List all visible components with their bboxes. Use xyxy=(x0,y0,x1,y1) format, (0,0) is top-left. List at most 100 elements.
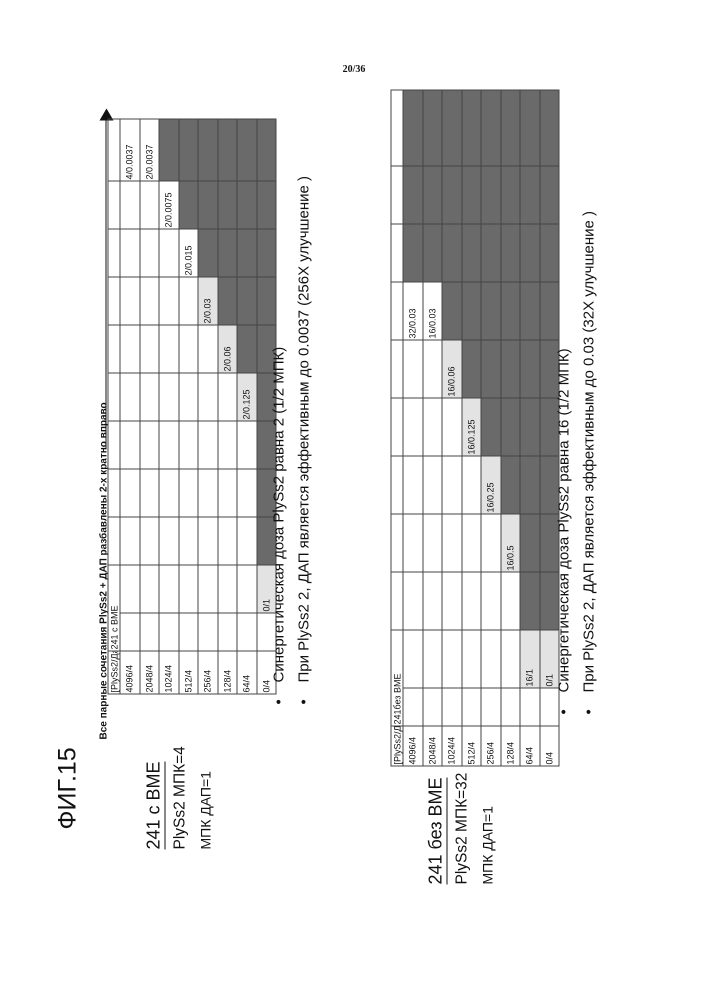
grid-cell xyxy=(462,688,482,726)
grid-cell xyxy=(423,630,443,688)
grid-cell xyxy=(501,398,521,456)
grid-cell xyxy=(481,340,501,398)
grid-cell xyxy=(198,469,218,517)
grid-cell xyxy=(120,469,140,517)
grid-cell xyxy=(520,90,540,166)
arrow-line xyxy=(106,117,107,450)
grid-cell xyxy=(120,613,140,651)
grid-cell xyxy=(442,90,462,166)
grid-cell xyxy=(462,630,482,688)
grid-cell xyxy=(481,688,501,726)
row-label: 256/4 xyxy=(481,726,501,766)
grid-cell xyxy=(481,514,501,572)
panel2-bullet-1: •Синергетическая доза PlySs2 равна 16 (1… xyxy=(556,348,573,714)
grid-cell xyxy=(198,181,218,229)
grid-cell xyxy=(423,340,443,398)
grid-cell xyxy=(442,572,462,630)
panel2-label-line2: МПК ДАП=1 xyxy=(480,806,496,884)
grid-cell xyxy=(120,517,140,565)
row-label: 256/4 xyxy=(198,651,218,694)
grid-cell xyxy=(481,90,501,166)
grid-cell xyxy=(198,325,218,373)
grid-cell xyxy=(257,229,277,277)
grid-cell xyxy=(159,421,179,469)
grid-cell xyxy=(179,181,199,229)
grid-cell xyxy=(140,181,160,229)
grid-cell xyxy=(520,166,540,224)
value-cell: 2/0.06 xyxy=(218,325,238,373)
value-cell: 32/0.03 xyxy=(403,282,423,340)
panel1-label-line1: PlySs2 МПК=4 xyxy=(172,746,190,849)
grid-cell xyxy=(140,421,160,469)
grid-cell xyxy=(540,224,560,282)
figure-title: ФИГ.15 xyxy=(54,747,83,829)
row-label: 4096/4 xyxy=(403,726,423,766)
grid-cell xyxy=(442,456,462,514)
row-label: 64/4 xyxy=(520,726,540,766)
grid-cell xyxy=(179,517,199,565)
grid-cell xyxy=(140,565,160,613)
bullet-icon: • xyxy=(556,693,573,715)
grid-cell xyxy=(403,340,423,398)
grid-cell xyxy=(423,688,443,726)
value-cell: 2/0.125 xyxy=(237,373,257,421)
grid-cell xyxy=(403,456,423,514)
grid-cell xyxy=(520,282,540,340)
panel2-bullet-2: •При PlySs2 2, ДАП является эффективным … xyxy=(581,211,598,715)
grid-cell xyxy=(179,325,199,373)
grid-cell xyxy=(218,421,238,469)
row-label: 0/4 xyxy=(540,726,560,766)
rotated-figure: ФИГ.15 Все парные сочетания PlySs2 + ДАП… xyxy=(0,5,705,1005)
grid-cell xyxy=(218,229,238,277)
grid-cell xyxy=(520,398,540,456)
grid-cell xyxy=(179,613,199,651)
grid-cell xyxy=(442,166,462,224)
grid-cell xyxy=(403,166,423,224)
grid-cell xyxy=(423,572,443,630)
grid-cell xyxy=(120,373,140,421)
panel1-bullet-1: •Синергетическая доза PlySs2 равна 2 (1/… xyxy=(271,347,288,705)
panel1-label-line2: МПК ДАП=1 xyxy=(198,771,214,849)
grid-cell xyxy=(159,229,179,277)
grid-cell xyxy=(462,166,482,224)
grid-cell xyxy=(237,565,257,613)
grid-cell xyxy=(218,565,238,613)
grid-cell xyxy=(403,688,423,726)
row-label: 2048/4 xyxy=(423,726,443,766)
grid-cell xyxy=(120,421,140,469)
grid-cell xyxy=(159,565,179,613)
bullet-icon: • xyxy=(271,683,288,705)
row-label: 2048/4 xyxy=(140,651,160,694)
value-cell: 2/0.015 xyxy=(179,229,199,277)
grid-cell xyxy=(159,325,179,373)
value-cell: 2/0.03 xyxy=(198,277,218,325)
grid-cell xyxy=(403,398,423,456)
bullet-icon: • xyxy=(581,693,598,715)
grid-cell xyxy=(159,119,179,181)
grid-cell xyxy=(198,613,218,651)
grid-cell xyxy=(237,613,257,651)
grid-cell xyxy=(501,282,521,340)
grid-cell xyxy=(403,572,423,630)
grid-cell xyxy=(462,282,482,340)
bullet-icon: • xyxy=(296,683,313,705)
grid-cell xyxy=(501,630,521,688)
value-cell: 2/0.0075 xyxy=(159,181,179,229)
grid-cell xyxy=(462,456,482,514)
grid-cell xyxy=(159,517,179,565)
grid-cell xyxy=(257,277,277,325)
grid-cell xyxy=(481,572,501,630)
grid-cell xyxy=(140,373,160,421)
value-cell: 16/0.5 xyxy=(501,514,521,572)
grid-cell xyxy=(403,90,423,166)
grid-cell xyxy=(403,630,423,688)
corner-header: [PlySs2/Дап] xyxy=(391,726,403,766)
grid-cell xyxy=(442,688,462,726)
row-label: 512/4 xyxy=(462,726,482,766)
row-label: 512/4 xyxy=(179,651,199,694)
grid-cell xyxy=(520,224,540,282)
grid-cell xyxy=(501,456,521,514)
row-label: 4096/4 xyxy=(120,651,140,694)
grid-cell xyxy=(403,224,423,282)
grid-cell xyxy=(481,630,501,688)
